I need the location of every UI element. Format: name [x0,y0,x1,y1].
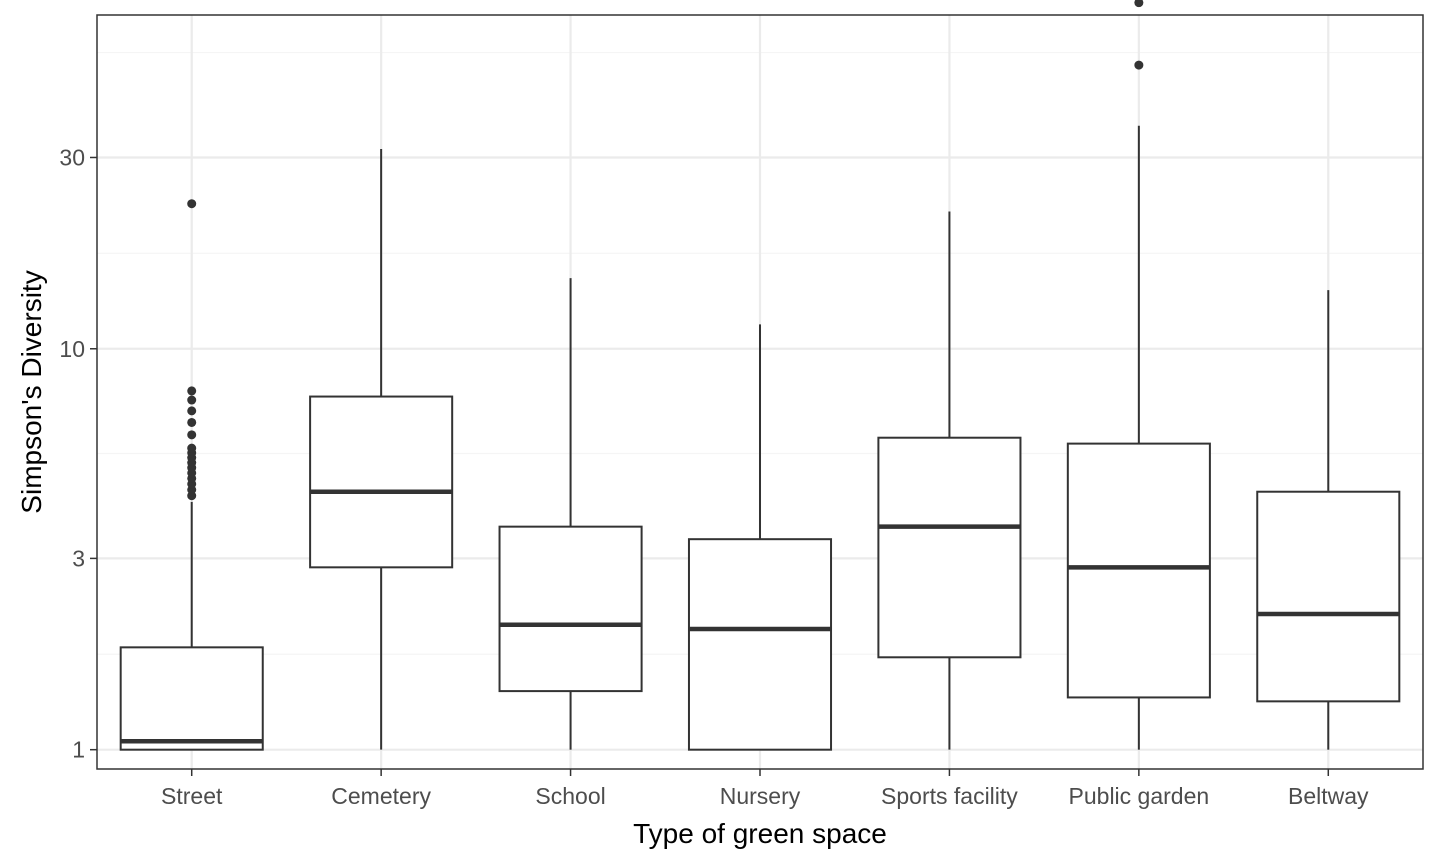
iqr-box [1066,442,1211,699]
box-sports-facility [877,211,1022,750]
x-tick-label: School [535,783,605,809]
iqr-box [498,525,643,693]
y-tick-label: 30 [59,144,85,170]
iqr-box [309,395,454,569]
y-tick-label: 3 [72,545,85,571]
outlier-point [187,199,197,209]
outlier-point [187,417,197,427]
x-axis-ticks: Street Cemetery School Nursery Sports facili… [161,769,1369,809]
y-tick-label: 10 [59,336,85,362]
box-school [498,278,643,750]
box-public-garden [1066,0,1211,750]
box-beltway [1256,290,1401,750]
x-tick-label: Street [161,783,223,809]
x-tick-label: Public garden [1069,783,1210,809]
iqr-box [877,436,1022,659]
box-layer [119,0,1401,751]
outlier-point [187,395,197,405]
outlier-point [187,430,197,440]
box-street [119,199,264,751]
x-axis-title: Type of green space [633,818,887,849]
outlier-point [187,443,197,453]
outlier-point [187,406,197,416]
y-tick-label: 1 [72,737,85,763]
box-nursery [687,324,833,751]
outlier-point [1134,60,1144,70]
iqr-box [1256,490,1401,703]
iqr-box [687,538,833,751]
outlier-point [187,386,197,396]
iqr-box [119,646,264,751]
outlier-point [1134,0,1144,8]
box-cemetery [309,148,454,750]
y-axis-ticks: 1 3 10 30 [59,144,97,763]
x-tick-label: Nursery [720,783,801,809]
x-tick-label: Beltway [1288,783,1369,809]
y-axis-title: Simpson's Diversity [16,270,47,513]
x-tick-label: Cemetery [331,783,431,809]
x-tick-label: Sports facility [881,783,1018,809]
